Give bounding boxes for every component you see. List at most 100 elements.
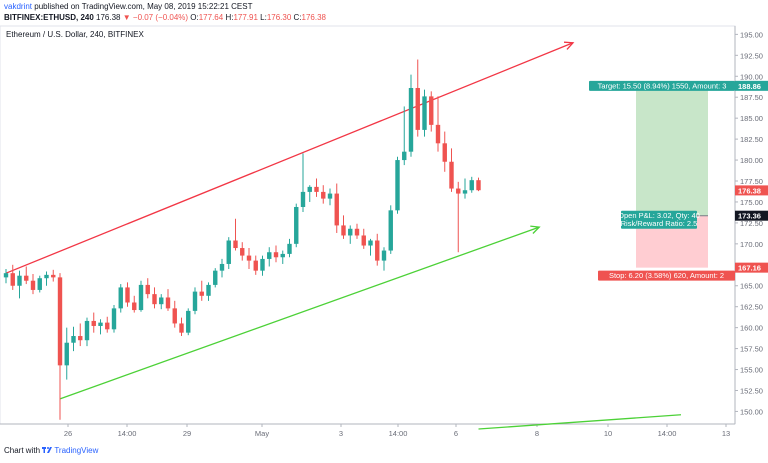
candle-body xyxy=(206,284,211,296)
x-tick-label: May xyxy=(255,429,269,438)
candle-body xyxy=(57,277,63,366)
trendline-upper xyxy=(5,42,574,274)
candle-body xyxy=(132,302,137,311)
candle-body xyxy=(10,273,15,286)
open-pnl-label-box xyxy=(621,210,697,229)
footer-prefix: Chart with xyxy=(4,446,41,455)
candle-body xyxy=(172,308,177,324)
x-tick-label: 3 xyxy=(339,429,343,438)
candle-body xyxy=(368,240,373,246)
candle-body xyxy=(44,274,49,279)
candle-body xyxy=(348,228,353,236)
candle-body xyxy=(37,278,42,290)
trendline-lower2 xyxy=(478,414,682,430)
candle-body xyxy=(395,160,400,211)
candle-body xyxy=(179,323,184,333)
open-label: O: xyxy=(190,13,199,22)
x-tick-label: 13 xyxy=(722,429,730,438)
candle-body xyxy=(192,291,198,311)
plot-area xyxy=(0,25,736,425)
candle-body xyxy=(91,320,96,326)
candle-body xyxy=(375,240,380,261)
open-pnl-label-text: Open P&L: 3.02, Qty: 40 xyxy=(618,211,700,220)
candle-body xyxy=(71,336,76,343)
candle-body xyxy=(408,88,414,152)
candle-body xyxy=(435,124,441,144)
candle-body xyxy=(84,320,90,341)
author-link[interactable]: vakdrint xyxy=(4,2,33,11)
y-tick-label: 155.00 xyxy=(740,366,763,375)
chart-header: vakdrint published on TradingView.com, M… xyxy=(0,0,768,28)
candle-body xyxy=(456,188,461,194)
candle-body xyxy=(64,342,69,366)
symbol-label: BITFINEX:ETHUSD, 240 xyxy=(4,13,94,22)
ohlc-line: BITFINEX:ETHUSD, 240 176.38 ▼ −0.07 (−0.… xyxy=(4,13,326,22)
y-tick-label: 160.00 xyxy=(740,324,763,333)
footer-brand[interactable]: TradingView xyxy=(54,446,99,455)
open-value: 177.64 xyxy=(198,13,224,22)
candle-body xyxy=(125,287,130,303)
y-tick-label: 172.50 xyxy=(740,219,763,228)
candle-body xyxy=(354,228,360,236)
stop-label-box xyxy=(598,270,735,281)
candle-body xyxy=(476,180,481,191)
price-axis-badge xyxy=(735,262,768,273)
candle-body xyxy=(442,143,447,162)
x-tick-label: 14:00 xyxy=(118,429,137,438)
candle-body xyxy=(186,310,191,333)
candle-body xyxy=(233,240,238,249)
target-label-text: Target: 15.50 (8.94%) 1550, Amount: 3 xyxy=(598,81,727,90)
x-tick-label: 10 xyxy=(604,429,612,438)
candle-body xyxy=(240,248,245,256)
candle-body xyxy=(469,180,474,191)
last-price: 176.38 xyxy=(96,13,121,22)
stop-label-text: Stop: 6.20 (3.58%) 620, Amount: 2 xyxy=(609,271,724,280)
x-tick-label: 14:00 xyxy=(658,429,677,438)
y-tick-label: 150.00 xyxy=(740,407,763,416)
y-tick-label: 157.50 xyxy=(740,345,763,354)
candle-body xyxy=(260,258,265,271)
candle-body xyxy=(429,96,434,125)
tradingview-logo-icon xyxy=(42,447,53,453)
price-axis-label: 173.36 xyxy=(738,212,761,221)
close-value: 176.38 xyxy=(301,13,326,22)
y-tick-label: 182.50 xyxy=(740,135,763,144)
price-axis-badge xyxy=(735,80,768,91)
candle-body xyxy=(111,308,117,330)
candle-body xyxy=(159,297,164,305)
candle-body xyxy=(321,191,326,199)
open-pnl-label-text: Risk/Reward Ratio: 2.5 xyxy=(621,219,698,228)
change-down-icon: ▼ xyxy=(122,13,131,22)
candle-body xyxy=(388,210,393,251)
target-zone xyxy=(636,85,708,216)
candle-body xyxy=(246,255,252,261)
candle-body xyxy=(51,274,56,278)
candle-body xyxy=(314,186,319,192)
x-tick-label: 6 xyxy=(454,429,458,438)
trendline-arrow-lower xyxy=(530,225,541,234)
footer: Chart with TradingView xyxy=(4,446,98,455)
x-tick-label: 14:00 xyxy=(389,429,408,438)
candle-body xyxy=(253,260,258,271)
candle-body xyxy=(273,252,279,258)
candle-body xyxy=(280,253,285,258)
target-label-box xyxy=(589,80,735,91)
price-chart[interactable]: 150.00 152.50 155.00 157.50 160.00 162.50 165.… xyxy=(0,22,768,442)
candle-body xyxy=(327,193,333,199)
candle-body xyxy=(138,284,144,311)
candle-body xyxy=(307,186,312,192)
price-axis-badge xyxy=(735,210,768,221)
candle-body xyxy=(3,273,9,278)
y-tick-label: 162.50 xyxy=(740,303,763,312)
candle-body xyxy=(105,322,110,330)
candle-body xyxy=(267,252,272,259)
y-tick-label: 177.50 xyxy=(740,177,763,186)
candle-body xyxy=(300,191,306,207)
y-tick-label: 180.00 xyxy=(740,156,763,165)
candle-body xyxy=(422,96,427,130)
candle-body xyxy=(152,294,157,305)
candle-body xyxy=(226,240,231,264)
high-value: 177.91 xyxy=(233,13,258,22)
candle-body xyxy=(17,275,22,286)
candle-body xyxy=(449,161,454,189)
